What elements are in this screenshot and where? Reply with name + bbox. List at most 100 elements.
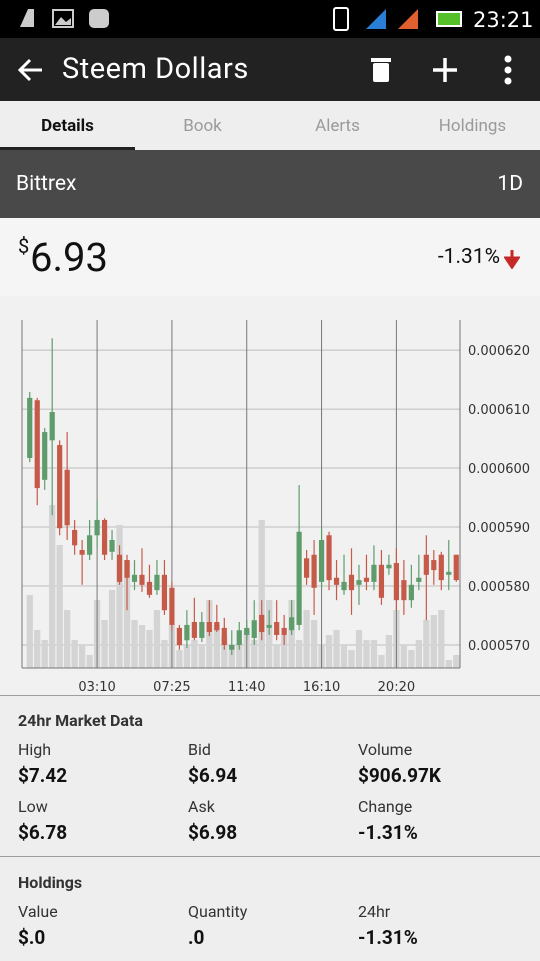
y-tick-label: 0.000600 [468, 462, 530, 477]
volume-bar [123, 560, 131, 668]
volume-bar [176, 650, 183, 668]
signal-icon [366, 9, 386, 29]
price-value: 6.93 [30, 234, 108, 281]
volume-bar [26, 595, 33, 668]
candle-body [229, 644, 235, 650]
candle-body [199, 621, 205, 638]
candle-body [49, 412, 55, 441]
candle-body [161, 574, 168, 611]
currency-symbol: $ [18, 234, 30, 258]
item-value: $6.94 [188, 764, 238, 787]
x-tick-label: 16:10 [303, 680, 340, 695]
volume-bar [86, 655, 93, 668]
bbm-icon [89, 9, 109, 28]
menu-button[interactable] [500, 54, 516, 86]
holdings: Holdings Value $.0 Quantity .0 24hr -1.31% [0, 856, 540, 961]
candle-body [184, 624, 190, 641]
app-icon [20, 9, 34, 27]
tab[interactable]: Alerts [315, 116, 360, 136]
status-bar: 23:21 [0, 0, 540, 38]
volume-bar [131, 620, 138, 668]
item-value: $6.98 [188, 821, 238, 844]
item-value: $.0 [18, 926, 46, 949]
candle-body [191, 621, 197, 638]
candle-body [356, 580, 362, 585]
item-label: 24hr [358, 902, 391, 921]
price-box: $ 6.93 -1.31% [0, 218, 540, 297]
candle-body [214, 621, 220, 631]
volume-bar [41, 640, 48, 668]
candle-body [139, 574, 145, 585]
candle-body [341, 581, 347, 591]
chart: 0.000570 0.000580 0.000590 0.000600 0.000610… [0, 296, 540, 695]
tab-bar: Details Book Alerts Holdings [0, 101, 540, 150]
range[interactable]: 1D [497, 172, 523, 196]
exchange-name[interactable]: Bittrex [16, 172, 77, 196]
candle-body [116, 554, 123, 582]
volume-bar [198, 645, 205, 668]
status-time: 23:21 [473, 8, 534, 32]
candle-body [304, 558, 310, 578]
candle-body [131, 574, 138, 582]
candle-body [401, 580, 407, 601]
volume-bar [101, 620, 108, 668]
volume-bar [56, 545, 63, 668]
volume-bar [183, 645, 191, 668]
volume-bar [340, 645, 348, 668]
candle-body [281, 627, 287, 635]
volume-bar [438, 610, 445, 668]
volume-bar [325, 635, 333, 668]
volume-bar [221, 635, 228, 668]
candle-body [393, 563, 399, 601]
item-value: -1.31% [358, 821, 418, 844]
candle-body [446, 571, 452, 575]
item-label: Value [18, 902, 58, 921]
item-value: $7.42 [18, 764, 68, 787]
volume-bar [408, 650, 415, 668]
volume-bar [355, 630, 363, 668]
candle-body [124, 560, 130, 578]
y-tick-label: 0.000610 [468, 403, 530, 418]
y-tick-label: 0.000590 [468, 521, 530, 536]
volume-bar [161, 640, 168, 668]
volume-bar [108, 590, 116, 668]
candle-body [169, 587, 175, 625]
candle-body [206, 621, 212, 633]
candle-body [438, 554, 444, 581]
item-label: Change [358, 797, 413, 816]
volume-bar [34, 630, 41, 668]
vibrate-icon [333, 7, 349, 31]
candle-body [146, 581, 153, 595]
back-button[interactable] [16, 56, 46, 84]
volume-bar [310, 620, 318, 668]
volume-bar [251, 640, 258, 668]
item-label: Volume [358, 740, 413, 759]
volume-bar [213, 625, 220, 668]
volume-bar [78, 645, 86, 668]
volume-bar [378, 655, 385, 668]
candle-body [244, 627, 250, 635]
candle-body [57, 445, 63, 529]
x-tick-label: 20:20 [378, 680, 415, 695]
tab[interactable]: Holdings [438, 116, 507, 136]
tab[interactable]: Book [183, 116, 222, 136]
volume-bar [273, 645, 280, 668]
down-arrow [504, 250, 520, 269]
add-button[interactable] [431, 56, 459, 84]
candle-body [266, 624, 272, 628]
image-icon-shape [55, 17, 71, 25]
candle-body [274, 621, 280, 635]
tab[interactable]: Details [0, 101, 135, 150]
item-value: $6.78 [18, 821, 68, 844]
volume-bar [333, 630, 340, 668]
app-title: Steem Dollars [62, 52, 249, 86]
candle-body [79, 550, 85, 555]
candle-body [64, 469, 70, 526]
candle-body [386, 564, 392, 569]
candle-body [259, 614, 265, 633]
volume-bar [370, 640, 378, 668]
x-tick-label: 03:10 [78, 680, 115, 695]
delete-button[interactable] [369, 56, 393, 84]
candle-body [296, 531, 302, 625]
volume-bar [49, 505, 56, 668]
